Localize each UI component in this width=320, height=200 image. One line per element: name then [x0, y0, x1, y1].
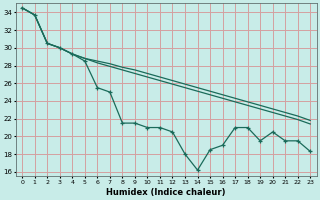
X-axis label: Humidex (Indice chaleur): Humidex (Indice chaleur): [107, 188, 226, 197]
